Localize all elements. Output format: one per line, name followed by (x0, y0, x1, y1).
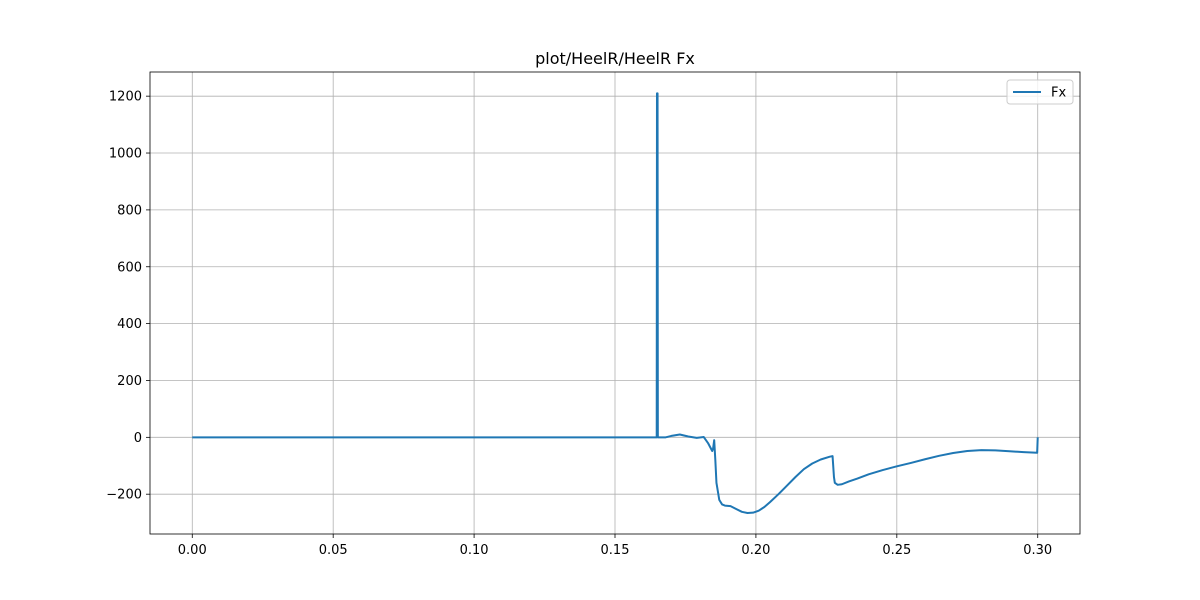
y-axis: −200 0 200 400 600 800 1000 1200 (106, 90, 150, 503)
chart-title: plot/HeelR/HeelR Fx (535, 49, 695, 68)
x-tick-label: 0.20 (741, 543, 770, 558)
y-tick-label: 0 (134, 431, 142, 446)
y-tick-label: 1000 (109, 147, 142, 162)
legend-label-fx: Fx (1051, 86, 1066, 101)
y-tick-label: 400 (117, 317, 142, 332)
y-tick-label: 800 (117, 203, 142, 218)
series-line-fx (192, 92, 1039, 514)
x-tick-label: 0.15 (601, 543, 630, 558)
y-tick-label: 600 (117, 260, 142, 275)
x-tick-label: 0.30 (1023, 543, 1052, 558)
x-tick-label: 0.05 (319, 543, 348, 558)
y-tick-label: −200 (106, 488, 142, 503)
legend: Fx (1006, 79, 1074, 105)
y-tick-label: 200 (117, 374, 142, 389)
x-tick-label: 0.10 (460, 543, 489, 558)
x-axis: 0.00 0.05 0.10 0.15 0.20 0.25 0.30 (178, 534, 1052, 558)
grid-lines (150, 72, 1080, 534)
x-tick-label: 0.25 (882, 543, 911, 558)
x-tick-label: 0.00 (178, 543, 207, 558)
y-tick-label: 1200 (109, 90, 142, 105)
series-layer (192, 92, 1039, 514)
